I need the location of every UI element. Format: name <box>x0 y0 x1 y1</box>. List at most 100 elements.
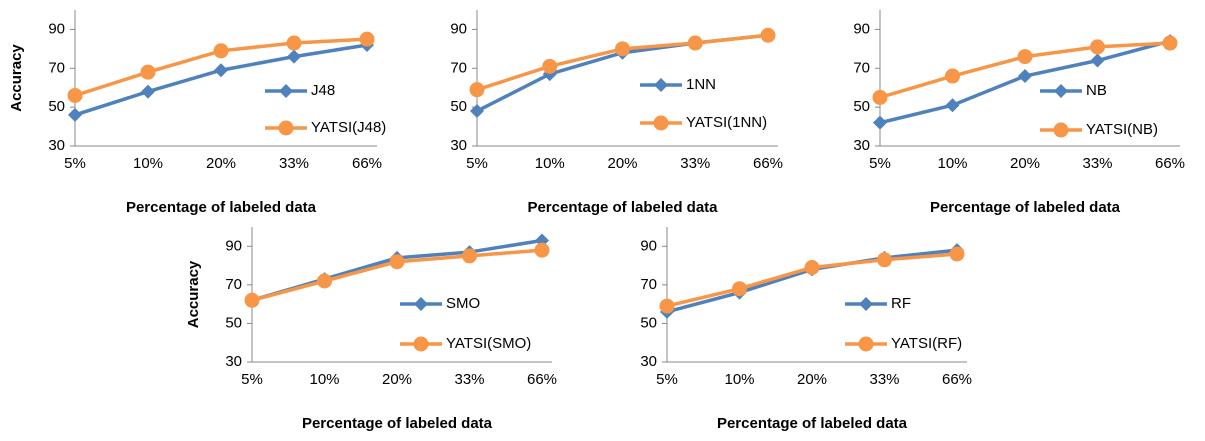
x-tick-label: 5% <box>64 155 86 172</box>
x-tick-label: 10% <box>724 371 754 388</box>
circle-marker <box>659 298 675 314</box>
y-tick-label: 70 <box>853 59 870 76</box>
x-tick-label: 20% <box>607 155 637 172</box>
circle-marker <box>872 89 888 105</box>
diamond-marker <box>654 78 668 92</box>
circle-marker <box>244 292 260 308</box>
x-tick-label: 33% <box>869 371 899 388</box>
circle-marker <box>140 64 156 80</box>
diamond-marker <box>873 115 887 130</box>
y-tick-label: 70 <box>48 59 65 76</box>
diamond-marker <box>287 49 301 64</box>
legend-label: YATSI(SMO) <box>446 335 531 352</box>
x-tick-label: 20% <box>206 155 236 172</box>
legend-label: SMO <box>446 295 480 312</box>
legend-label: YATSI(1NN) <box>686 114 767 131</box>
x-tick-label: 5% <box>869 155 891 172</box>
y-tick-label: 90 <box>225 237 242 254</box>
legend-label: YATSI(J48) <box>311 119 386 136</box>
legend-label: NB <box>1086 82 1107 99</box>
y-tick-label: 50 <box>225 314 242 331</box>
x-tick-label: 20% <box>382 371 412 388</box>
x-axis-title: Percentage of labeled data <box>527 199 718 216</box>
y-tick-label: 50 <box>853 98 870 115</box>
legend-label: 1NN <box>686 76 716 93</box>
legend-label: YATSI(NB) <box>1086 121 1158 138</box>
x-tick-label: 66% <box>352 155 382 172</box>
y-axis-title: Accuracy <box>8 44 25 112</box>
x-tick-label: 33% <box>454 371 484 388</box>
diamond-marker <box>1054 84 1068 98</box>
y-tick-label: 30 <box>640 353 657 370</box>
circle-marker <box>534 242 550 258</box>
x-axis-title: Percentage of labeled data <box>302 415 493 432</box>
diamond-marker <box>1090 53 1105 68</box>
diamond-marker <box>470 104 484 119</box>
x-tick-label: 66% <box>527 371 557 388</box>
x-tick-label: 33% <box>1082 155 1112 172</box>
y-tick-label: 90 <box>853 20 870 37</box>
circle-marker <box>213 43 229 59</box>
diamond-marker <box>68 107 82 122</box>
diamond-marker <box>945 98 960 113</box>
x-tick-label: 5% <box>241 371 263 388</box>
y-tick-label: 90 <box>450 20 467 37</box>
diamond-marker <box>859 297 873 311</box>
circle-marker <box>760 27 776 43</box>
legend-label: YATSI(RF) <box>891 335 962 352</box>
series-line <box>251 238 543 302</box>
diamond-marker <box>141 84 155 99</box>
x-tick-label: 20% <box>1010 155 1040 172</box>
chart-panel: 30 50 70 90 5% 10% 20% 33% 66% Percentage of labe… <box>8 10 386 216</box>
x-axis-title: Percentage of labeled data <box>930 199 1121 216</box>
chart-panel: 30 50 70 90 5% 10% 20% 33% 66% Percentage of labe… <box>640 227 972 432</box>
diamond-marker <box>414 297 428 311</box>
chart-panel: 30 50 70 90 5% 10% 20% 33% 66% Percentage of labe… <box>185 227 557 432</box>
circle-marker <box>1090 39 1105 55</box>
circle-marker <box>462 248 477 264</box>
circle-marker <box>653 115 669 131</box>
x-tick-label: 66% <box>1155 155 1185 172</box>
y-tick-label: 30 <box>225 353 242 370</box>
circle-marker <box>413 336 429 352</box>
y-tick-label: 30 <box>48 137 65 154</box>
y-tick-label: 30 <box>853 137 870 154</box>
circle-marker <box>877 252 892 268</box>
circle-marker <box>687 35 703 51</box>
circle-marker <box>317 273 332 289</box>
circle-marker <box>1162 35 1178 51</box>
circle-marker <box>949 246 965 262</box>
x-tick-label: 10% <box>937 155 967 172</box>
circle-marker <box>359 31 375 47</box>
chart-panel: 30 50 70 90 5% 10% 20% 33% 66% Percentage of labe… <box>450 10 783 216</box>
y-tick-label: 70 <box>450 59 467 76</box>
x-axis-title: Percentage of labeled data <box>126 199 317 216</box>
x-tick-label: 20% <box>797 371 827 388</box>
y-tick-label: 50 <box>450 98 467 115</box>
diamond-marker <box>279 84 293 98</box>
x-tick-label: 10% <box>309 371 339 388</box>
y-tick-label: 70 <box>640 276 657 293</box>
x-tick-label: 66% <box>753 155 783 172</box>
y-tick-label: 90 <box>48 20 65 37</box>
y-tick-label: 90 <box>640 237 657 254</box>
diamond-marker <box>1018 69 1032 84</box>
circle-marker <box>945 68 960 84</box>
x-tick-label: 5% <box>656 371 678 388</box>
y-axis-title: Accuracy <box>185 260 202 328</box>
x-tick-label: 10% <box>133 155 163 172</box>
circle-marker <box>615 41 630 57</box>
circle-marker <box>67 87 83 103</box>
legend-label: J48 <box>311 82 335 99</box>
x-tick-label: 5% <box>466 155 488 172</box>
y-tick-label: 70 <box>225 276 242 293</box>
circle-marker <box>389 254 405 270</box>
diamond-marker <box>214 63 228 78</box>
circle-marker <box>469 82 485 98</box>
y-tick-label: 50 <box>640 314 657 331</box>
circle-marker <box>286 35 302 51</box>
circle-marker <box>278 120 294 136</box>
circle-marker <box>858 336 874 352</box>
x-axis-title: Percentage of labeled data <box>717 415 908 432</box>
